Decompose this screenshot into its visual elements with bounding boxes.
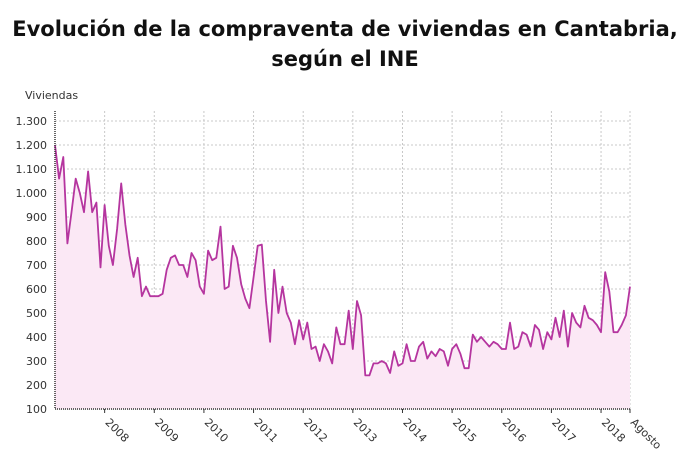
y-tick-label: 100 (26, 403, 47, 416)
chart-title: Evolución de la compraventa de viviendas… (12, 17, 678, 71)
x-tick-label: 2018 (599, 416, 628, 445)
y-axis-label: Viviendas (25, 89, 79, 102)
y-tick-label: 1.000 (16, 187, 48, 200)
y-tick-label: 1.200 (16, 139, 48, 152)
y-tick-label: 600 (26, 283, 47, 296)
x-tick-label: Agosto (628, 416, 664, 452)
y-tick-label: 300 (26, 355, 47, 368)
series-area (55, 145, 630, 409)
x-tick-label: 2017 (549, 416, 578, 445)
y-tick-label: 200 (26, 379, 47, 392)
y-tick-label: 1.100 (16, 163, 48, 176)
x-tick-label: 2013 (351, 416, 380, 445)
x-tick-label: 2014 (400, 416, 429, 445)
y-tick-label: 800 (26, 235, 47, 248)
x-tick-label: 2012 (301, 416, 330, 445)
y-tick-label: 700 (26, 259, 47, 272)
x-tick-label: 2009 (152, 416, 181, 445)
series-line (54, 144, 631, 377)
y-tick-label: 400 (26, 331, 47, 344)
y-tick-label: 900 (26, 211, 47, 224)
x-tick-label: 2016 (500, 416, 529, 445)
x-tick-label: 2015 (450, 416, 479, 445)
x-tick-label: 2008 (103, 416, 132, 445)
x-tick-label: 2011 (251, 416, 280, 445)
y-tick-label: 500 (26, 307, 47, 320)
y-tick-label: 1.300 (16, 115, 48, 128)
x-tick-label: 2010 (202, 416, 231, 445)
